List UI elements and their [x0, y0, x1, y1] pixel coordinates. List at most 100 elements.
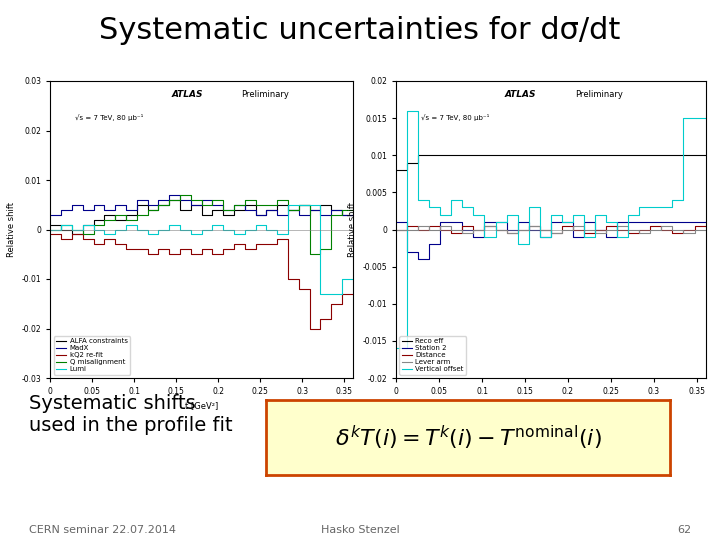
Vertical offset	[557, 211, 566, 218]
Lever arm	[569, 226, 577, 233]
Line: ALFA constraints: ALFA constraints	[50, 200, 353, 234]
Reco eff	[701, 152, 710, 159]
Vertical offset	[580, 211, 588, 218]
Reco eff	[657, 152, 666, 159]
Vertical offset	[701, 115, 710, 122]
Reco eff	[491, 152, 500, 159]
Lever arm	[414, 226, 423, 233]
Distance	[503, 226, 511, 233]
Distance	[624, 226, 633, 233]
Lever arm	[690, 230, 699, 237]
kQ2 re-fit	[316, 325, 325, 332]
Vertical offset	[425, 197, 433, 203]
Lever arm	[480, 226, 489, 233]
ALFA constraints	[68, 226, 76, 233]
Lumi	[305, 201, 314, 208]
Lumi	[316, 201, 325, 208]
Legend: ALFA constraints, MadX, kQ2 re-fit, Q misalignment, Lumi: ALFA constraints, MadX, kQ2 re-fit, Q mi…	[54, 336, 130, 375]
Lumi	[176, 221, 184, 228]
Q misalignment	[316, 251, 325, 258]
Reco eff	[679, 152, 688, 159]
Text: Systematic uncertainties for dσ/dt: Systematic uncertainties for dσ/dt	[99, 16, 621, 45]
kQ2 re-fit	[219, 251, 228, 258]
ALFA constraints	[316, 206, 325, 213]
Distance	[679, 230, 688, 237]
kQ2 re-fit	[154, 251, 163, 258]
kQ2 re-fit	[143, 246, 152, 253]
kQ2 re-fit	[100, 241, 109, 247]
Lever arm	[657, 226, 666, 233]
Distance	[536, 222, 544, 229]
Vertical offset	[458, 197, 467, 203]
Lumi	[338, 291, 346, 297]
ALFA constraints	[219, 206, 228, 213]
Reco eff	[602, 152, 611, 159]
Q misalignment	[273, 201, 282, 208]
Q misalignment	[348, 206, 357, 213]
Text: ATLAS: ATLAS	[171, 90, 203, 99]
Reco eff	[414, 159, 423, 166]
X-axis label: -t [GeV²]: -t [GeV²]	[533, 402, 569, 410]
Distance	[613, 222, 621, 229]
Distance	[635, 230, 644, 237]
Q misalignment	[251, 197, 260, 203]
Q misalignment	[122, 211, 130, 218]
Station 2	[613, 234, 621, 240]
Lever arm	[701, 226, 710, 233]
MadX	[197, 201, 206, 208]
Station 2	[392, 219, 400, 225]
Station 2	[602, 226, 611, 233]
Vertical offset	[447, 211, 456, 218]
MadX	[240, 201, 249, 208]
Lumi	[57, 226, 66, 233]
Reco eff	[569, 152, 577, 159]
Lever arm	[469, 230, 478, 237]
MadX	[46, 211, 55, 218]
Lumi	[165, 226, 174, 233]
Q misalignment	[338, 211, 346, 218]
Station 2	[414, 248, 423, 255]
ALFA constraints	[294, 206, 303, 213]
ALFA constraints	[143, 201, 152, 208]
kQ2 re-fit	[208, 246, 217, 253]
Lumi	[100, 226, 109, 233]
Distance	[392, 226, 400, 233]
Text: √s = 7 TeV, 80 μb⁻¹: √s = 7 TeV, 80 μb⁻¹	[75, 113, 143, 120]
ALFA constraints	[100, 217, 109, 223]
ALFA constraints	[338, 206, 346, 213]
ALFA constraints	[208, 211, 217, 218]
Station 2	[679, 219, 688, 225]
Lever arm	[524, 226, 533, 233]
Text: ATLAS: ATLAS	[504, 90, 536, 99]
Vertical offset	[469, 204, 478, 211]
Reco eff	[436, 152, 444, 159]
Station 2	[436, 241, 444, 247]
Station 2	[690, 219, 699, 225]
MadX	[273, 206, 282, 213]
MadX	[284, 211, 292, 218]
kQ2 re-fit	[284, 236, 292, 242]
ALFA constraints	[165, 201, 174, 208]
MadX	[338, 206, 346, 213]
Distance	[590, 230, 599, 237]
MadX	[132, 206, 141, 213]
kQ2 re-fit	[338, 300, 346, 307]
Distance	[646, 226, 654, 233]
Lumi	[294, 201, 303, 208]
Station 2	[402, 219, 411, 225]
Reco eff	[546, 152, 555, 159]
ALFA constraints	[122, 217, 130, 223]
Distance	[546, 226, 555, 233]
Lever arm	[635, 226, 644, 233]
Station 2	[701, 219, 710, 225]
kQ2 re-fit	[262, 241, 271, 247]
Lumi	[78, 226, 87, 233]
Distance	[436, 222, 444, 229]
MadX	[78, 201, 87, 208]
Q misalignment	[176, 197, 184, 203]
Vertical offset	[392, 345, 400, 352]
Q misalignment	[46, 226, 55, 233]
X-axis label: t [GeV²]: t [GeV²]	[185, 402, 218, 410]
Reco eff	[392, 167, 400, 173]
kQ2 re-fit	[78, 231, 87, 238]
